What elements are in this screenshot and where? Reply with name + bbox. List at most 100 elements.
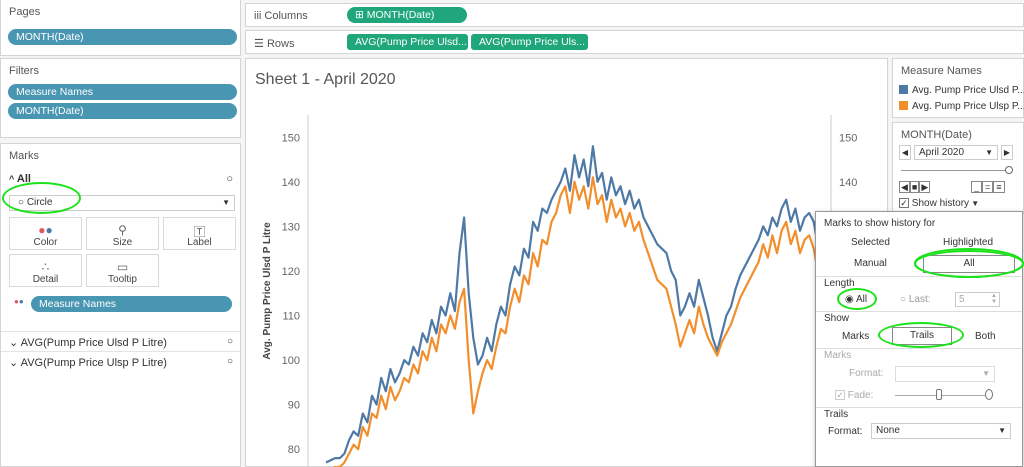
- tooltip-icon: ▭: [116, 260, 129, 274]
- color-icon: ●●: [38, 223, 53, 237]
- columns-pill-text: MONTH(Date): [366, 9, 435, 21]
- y-tick-left: 140: [282, 177, 300, 189]
- color-card-label: Color: [33, 237, 58, 248]
- circle-icon: ○: [226, 356, 233, 367]
- spinner-icon[interactable]: ▲ ▼: [991, 293, 997, 305]
- chevron-down-icon: ▼: [982, 369, 990, 378]
- length-last-radio[interactable]: ○ Last:: [900, 294, 931, 305]
- checkbox-checked-icon[interactable]: ✓: [835, 390, 845, 400]
- columns-month-pill[interactable]: ⊞ MONTH(Date): [347, 7, 467, 23]
- divider: [816, 276, 1022, 277]
- speed-controls[interactable]: _ = ≡: [971, 181, 1005, 193]
- highlighted-option[interactable]: Highlighted: [943, 237, 994, 248]
- pages-title: Pages: [9, 6, 41, 18]
- legend-swatch-orange: [899, 101, 908, 110]
- length-last-text: Last:: [908, 294, 931, 305]
- show-history-toggle[interactable]: ✓ Show history ▼: [899, 198, 979, 209]
- trails-format-value: None: [876, 425, 900, 436]
- legend-item-ulsp-label: Avg. Pump Price Ulsp P...: [912, 101, 1024, 112]
- color-card[interactable]: ●● Color: [9, 217, 82, 250]
- speed-medium-icon[interactable]: =: [982, 181, 994, 193]
- manual-option[interactable]: Manual: [854, 258, 887, 269]
- show-both-option[interactable]: Both: [975, 331, 996, 342]
- color-measure-names-pill[interactable]: Measure Names: [31, 296, 232, 312]
- trails-section-label: Trails: [824, 409, 849, 420]
- marks-panel: Marks ^ All ○ ○ Circle ▼ ●● Color ⚲ Size…: [0, 143, 241, 467]
- fade-slider-handle[interactable]: [936, 389, 942, 400]
- fade-label: Fade:: [847, 390, 874, 401]
- color-dots-icon: ●●: [14, 297, 24, 306]
- page-select[interactable]: April 2020 ▼: [914, 145, 998, 160]
- page-slider-track[interactable]: [901, 170, 1011, 171]
- last-count-input[interactable]: 5 ▲ ▼: [955, 292, 1000, 307]
- columns-icon: iii: [254, 10, 262, 22]
- size-card[interactable]: ⚲ Size: [86, 217, 159, 250]
- selected-option[interactable]: Selected: [851, 237, 890, 248]
- fade-checkbox[interactable]: ✓ Fade:: [835, 390, 873, 401]
- series-line-1[interactable]: [326, 176, 825, 467]
- show-label: Show: [824, 313, 850, 324]
- chevron-down-icon: ⌄: [9, 337, 19, 349]
- caret-down-icon: ▼: [969, 199, 980, 208]
- marks-format-dropdown[interactable]: ▼: [895, 366, 995, 382]
- marks-title: Marks: [9, 150, 39, 162]
- tooltip-card[interactable]: ▭ Tooltip: [86, 254, 159, 287]
- prev-page-button[interactable]: ◀: [899, 145, 911, 160]
- fade-slider-track[interactable]: [895, 395, 993, 396]
- filters-title: Filters: [9, 65, 39, 77]
- measure-row-ulsp-label: AVG(Pump Price Ulsp P Litre): [20, 357, 167, 369]
- speed-fast-icon[interactable]: ≡: [993, 181, 1005, 193]
- next-page-button[interactable]: ▶: [1001, 145, 1013, 160]
- measure-row-ulsd[interactable]: ⌄ AVG(Pump Price Ulsd P Litre) ○: [9, 336, 237, 349]
- columns-shelf-label: iii Columns: [254, 10, 308, 22]
- filter-pill-month[interactable]: MONTH(Date): [8, 103, 237, 119]
- y-tick-left: 110: [282, 311, 300, 323]
- play-back-icon[interactable]: ◀: [899, 181, 910, 193]
- playback-controls[interactable]: ◀ ■ ▶: [899, 181, 931, 193]
- pages-panel: Pages MONTH(Date): [0, 0, 241, 56]
- measure-row-ulsd-label: AVG(Pump Price Ulsd P Litre): [20, 337, 167, 349]
- annotation-circle: [837, 288, 877, 310]
- length-label: Length: [824, 278, 855, 289]
- rows-pill-ulsd[interactable]: AVG(Pump Price Ulsd...: [347, 34, 468, 50]
- filter-pill-measure-names[interactable]: Measure Names: [8, 84, 237, 100]
- series-line-0[interactable]: [325, 145, 825, 464]
- legend-item-ulsp[interactable]: Avg. Pump Price Ulsp P...: [899, 101, 1024, 112]
- measure-row-ulsp[interactable]: ⌄ AVG(Pump Price Ulsp P Litre) ○: [9, 356, 237, 369]
- divider: [1, 331, 240, 332]
- stop-icon[interactable]: ■: [909, 181, 920, 193]
- y-tick-left: 130: [282, 221, 300, 233]
- annotation-circle: [878, 322, 964, 348]
- play-icon[interactable]: ▶: [919, 181, 931, 193]
- pages-pill[interactable]: MONTH(Date): [8, 29, 237, 45]
- size-card-label: Size: [112, 237, 133, 248]
- y-tick-left: 100: [282, 355, 300, 367]
- rows-shelf-label: ☰ Rows: [254, 37, 294, 50]
- sheet-title: Sheet 1 - April 2020: [255, 71, 396, 88]
- detail-icon: ∴: [41, 260, 50, 274]
- trails-format-dropdown[interactable]: None ▼: [871, 423, 1011, 439]
- columns-shelf: iii Columns ⊞ MONTH(Date): [245, 3, 1024, 27]
- legend-item-ulsd[interactable]: Avg. Pump Price Ulsd P...: [899, 85, 1024, 96]
- circle-icon: ○: [226, 173, 233, 185]
- filters-panel: Filters Measure Names MONTH(Date): [0, 58, 241, 138]
- radio-icon[interactable]: ○: [900, 294, 907, 305]
- caret-up-icon: ^: [9, 174, 15, 184]
- checkbox-checked-icon[interactable]: ✓: [899, 198, 909, 208]
- show-marks-option[interactable]: Marks: [842, 331, 870, 342]
- circle-icon: ○: [226, 336, 233, 347]
- legend-title: Measure Names: [901, 65, 982, 77]
- detail-card[interactable]: ∴ Detail: [9, 254, 82, 287]
- page-select-value: April 2020: [919, 147, 965, 158]
- page-slider-handle[interactable]: [1005, 166, 1013, 174]
- marks-section-label: Marks: [824, 350, 852, 361]
- annotation-circle: [914, 248, 1024, 278]
- y-tick-left: 80: [288, 444, 300, 456]
- label-card[interactable]: 🅃 Label: [163, 217, 236, 250]
- page-control-title: MONTH(Date): [901, 129, 972, 141]
- y-axis-label: Avg. Pump Price Ulsd P Litre: [262, 222, 273, 360]
- label-card-label: Label: [187, 237, 212, 248]
- rows-pill-ulsp[interactable]: AVG(Pump Price Uls...: [471, 34, 588, 50]
- speed-slow-icon[interactable]: _: [971, 181, 983, 193]
- y-tick-left: 90: [288, 400, 300, 412]
